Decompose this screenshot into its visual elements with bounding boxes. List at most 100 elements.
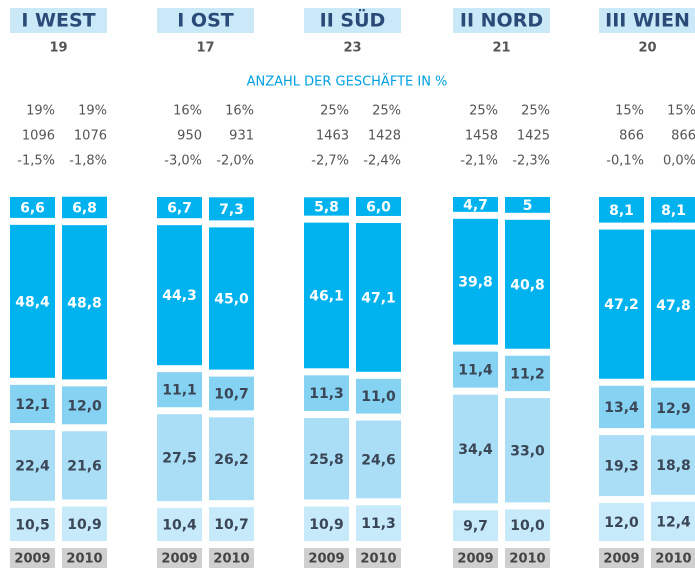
segment-label: 12,4 bbox=[656, 514, 691, 530]
segment-label: 6,0 bbox=[366, 199, 391, 215]
segment bbox=[157, 508, 202, 541]
segment bbox=[157, 225, 202, 366]
count: 950 bbox=[177, 129, 202, 144]
segment bbox=[599, 229, 644, 379]
segment bbox=[505, 509, 550, 541]
segment bbox=[599, 385, 644, 429]
segment-label: 48,4 bbox=[15, 294, 50, 310]
region-number: 19 bbox=[49, 41, 67, 56]
region-header-bg bbox=[157, 8, 254, 33]
share: 25% bbox=[521, 104, 550, 119]
segment-label: 18,8 bbox=[656, 458, 691, 474]
share: 25% bbox=[372, 104, 401, 119]
region-header-bg bbox=[599, 8, 695, 33]
segment-label: 10,7 bbox=[214, 386, 249, 402]
segment-label: 6,8 bbox=[72, 200, 97, 216]
segment-label: 48,8 bbox=[67, 295, 102, 311]
segment-label: 10,0 bbox=[510, 518, 545, 534]
year-bg bbox=[62, 548, 107, 568]
segment bbox=[304, 418, 349, 500]
segment-label: 33,0 bbox=[510, 443, 545, 459]
segment bbox=[304, 375, 349, 412]
segment-label: 22,4 bbox=[15, 458, 50, 474]
share: 16% bbox=[225, 104, 254, 119]
segment-label: 25,8 bbox=[309, 452, 344, 468]
segment-label: 10,9 bbox=[309, 517, 344, 533]
segment bbox=[356, 420, 401, 499]
segment bbox=[453, 218, 498, 345]
segment bbox=[505, 219, 550, 349]
year-bg bbox=[453, 548, 498, 568]
share: 16% bbox=[173, 104, 202, 119]
year-label: 2009 bbox=[161, 552, 197, 567]
segment-label: 6,7 bbox=[167, 201, 192, 217]
region-number: 23 bbox=[343, 41, 361, 56]
year-label: 2009 bbox=[14, 552, 50, 567]
segment-label: 45,0 bbox=[214, 291, 249, 307]
segment bbox=[453, 197, 498, 212]
segment-label: 47,2 bbox=[604, 297, 639, 313]
segment-label: 8,1 bbox=[609, 203, 634, 219]
year-bg bbox=[157, 548, 202, 568]
segment bbox=[10, 197, 55, 218]
segment-label: 19,3 bbox=[604, 459, 639, 475]
segment-label: 10,4 bbox=[162, 518, 197, 534]
segment bbox=[599, 197, 644, 223]
year-label: 2009 bbox=[457, 552, 493, 567]
segment bbox=[62, 431, 107, 500]
year-label: 2009 bbox=[603, 552, 639, 567]
segment bbox=[505, 398, 550, 503]
region-header-bg bbox=[10, 8, 107, 33]
segment bbox=[651, 501, 695, 541]
count: 931 bbox=[229, 129, 254, 144]
segment-label: 47,1 bbox=[361, 290, 396, 306]
segment-label: 5 bbox=[523, 198, 533, 214]
segment bbox=[10, 224, 55, 378]
segment-label: 11,1 bbox=[162, 383, 197, 399]
count: 866 bbox=[619, 129, 644, 144]
year-bg bbox=[505, 548, 550, 568]
segment-label: 26,2 bbox=[214, 452, 249, 468]
region-name: I OST bbox=[177, 10, 234, 32]
segment-label: 46,1 bbox=[309, 288, 344, 304]
segment bbox=[62, 386, 107, 425]
region-header-bg bbox=[453, 8, 550, 33]
year-label: 2010 bbox=[213, 552, 249, 567]
year-label: 2010 bbox=[655, 552, 691, 567]
segment-label: 12,0 bbox=[604, 515, 639, 531]
segment-label: 24,6 bbox=[361, 452, 396, 468]
share: 15% bbox=[667, 104, 695, 119]
segment bbox=[651, 387, 695, 429]
change: -2,4% bbox=[363, 154, 401, 169]
segment bbox=[453, 351, 498, 388]
segment bbox=[599, 435, 644, 497]
chart-title: ANZAHL DER GESCHÄFTE IN % bbox=[247, 74, 448, 90]
change: -1,8% bbox=[69, 154, 107, 169]
year-label: 2009 bbox=[308, 552, 344, 567]
segment bbox=[304, 222, 349, 369]
segment bbox=[209, 376, 254, 411]
segment-label: 44,3 bbox=[162, 288, 197, 304]
segment-label: 6,6 bbox=[20, 200, 45, 216]
segment bbox=[304, 197, 349, 216]
segment-label: 27,5 bbox=[162, 451, 197, 467]
share: 15% bbox=[615, 104, 644, 119]
segment bbox=[209, 507, 254, 541]
segment bbox=[10, 384, 55, 424]
region-name: III WIEN bbox=[605, 10, 690, 32]
segment-label: 13,4 bbox=[604, 400, 639, 416]
segment bbox=[599, 503, 644, 541]
segment bbox=[356, 222, 401, 372]
count: 1458 bbox=[465, 129, 498, 144]
year-bg bbox=[356, 548, 401, 568]
segment-label: 11,3 bbox=[361, 516, 396, 532]
segment bbox=[209, 197, 254, 221]
segment-label: 39,8 bbox=[458, 275, 493, 291]
segment-label: 12,9 bbox=[656, 401, 691, 417]
segment bbox=[356, 505, 401, 541]
segment-label: 40,8 bbox=[510, 277, 545, 293]
region-number: 21 bbox=[492, 41, 510, 56]
segment bbox=[505, 355, 550, 392]
segment bbox=[453, 510, 498, 541]
